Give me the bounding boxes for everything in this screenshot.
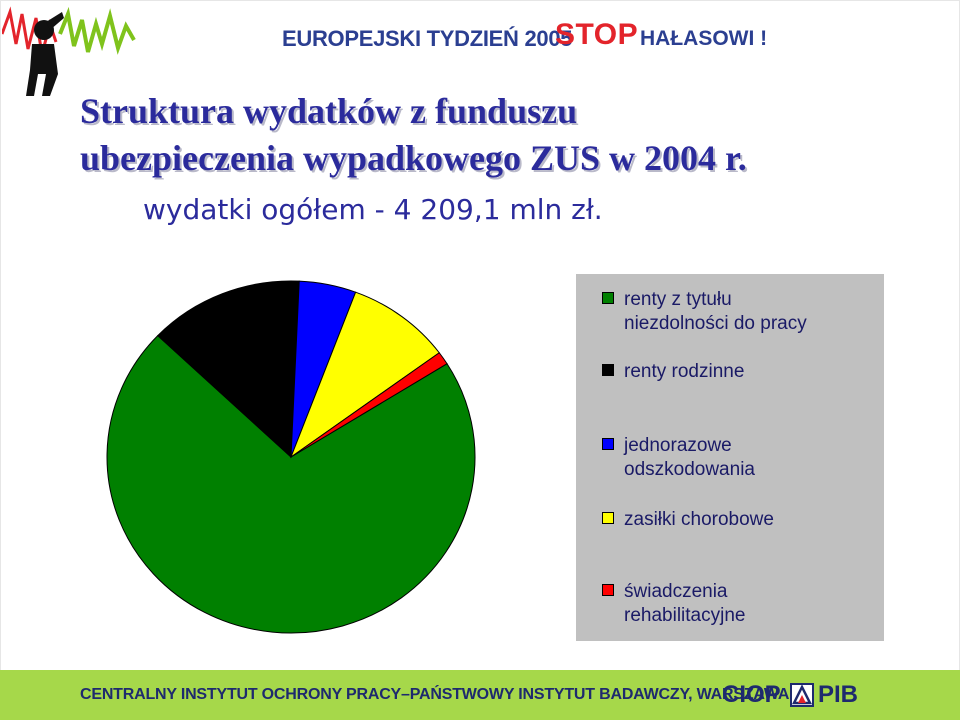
- campaign-slogan: HAŁASOWI !: [640, 27, 768, 50]
- legend-swatch: [602, 512, 614, 524]
- logo-text-ciop: CIOP: [722, 681, 781, 708]
- pie-slice-1: [157, 280, 300, 459]
- pie-slice-3: [289, 291, 440, 459]
- legend-label: zasiłki chorobowe: [624, 509, 774, 530]
- legend-swatch: [602, 364, 614, 376]
- footer-institute: CENTRALNY INSTYTUT OCHRONY PRACY–PAŃSTWO…: [80, 686, 790, 703]
- legend-label: jednorazowe odszkodowania: [624, 435, 755, 480]
- legend-label: renty rodzinne: [624, 361, 745, 382]
- slide-subtitle: wydatki ogółem - 4 209,1 mln zł.: [143, 193, 603, 226]
- legend-swatch: [602, 584, 614, 596]
- noise-week-logo: [2, 6, 136, 96]
- legend-swatch: [602, 292, 614, 304]
- legend-label: świadczenia rehabilitacyjne: [624, 581, 746, 626]
- chart-legend: renty z tytułu niezdolności do pracy rent…: [576, 274, 884, 641]
- slide-title-line2: ubezpieczenia wypadkowego ZUS w 2004 r.: [80, 138, 747, 178]
- pie-slice-4: [290, 352, 448, 458]
- legend-swatch: [602, 438, 614, 450]
- ciop-emblem-icon: [790, 683, 814, 707]
- pie-slice-0: [106, 334, 476, 634]
- logo-text-pib: PIB: [818, 681, 859, 708]
- slide-title-line1: Struktura wydatków z funduszu: [80, 91, 578, 131]
- legend-label: renty z tytułu niezdolności do pracy: [624, 289, 807, 334]
- event-title: EUROPEJSKI TYDZIEŃ 2005: [282, 26, 573, 51]
- stop-word: STOP: [555, 18, 639, 51]
- ciop-pib-logo: CIOP PIB: [722, 681, 872, 711]
